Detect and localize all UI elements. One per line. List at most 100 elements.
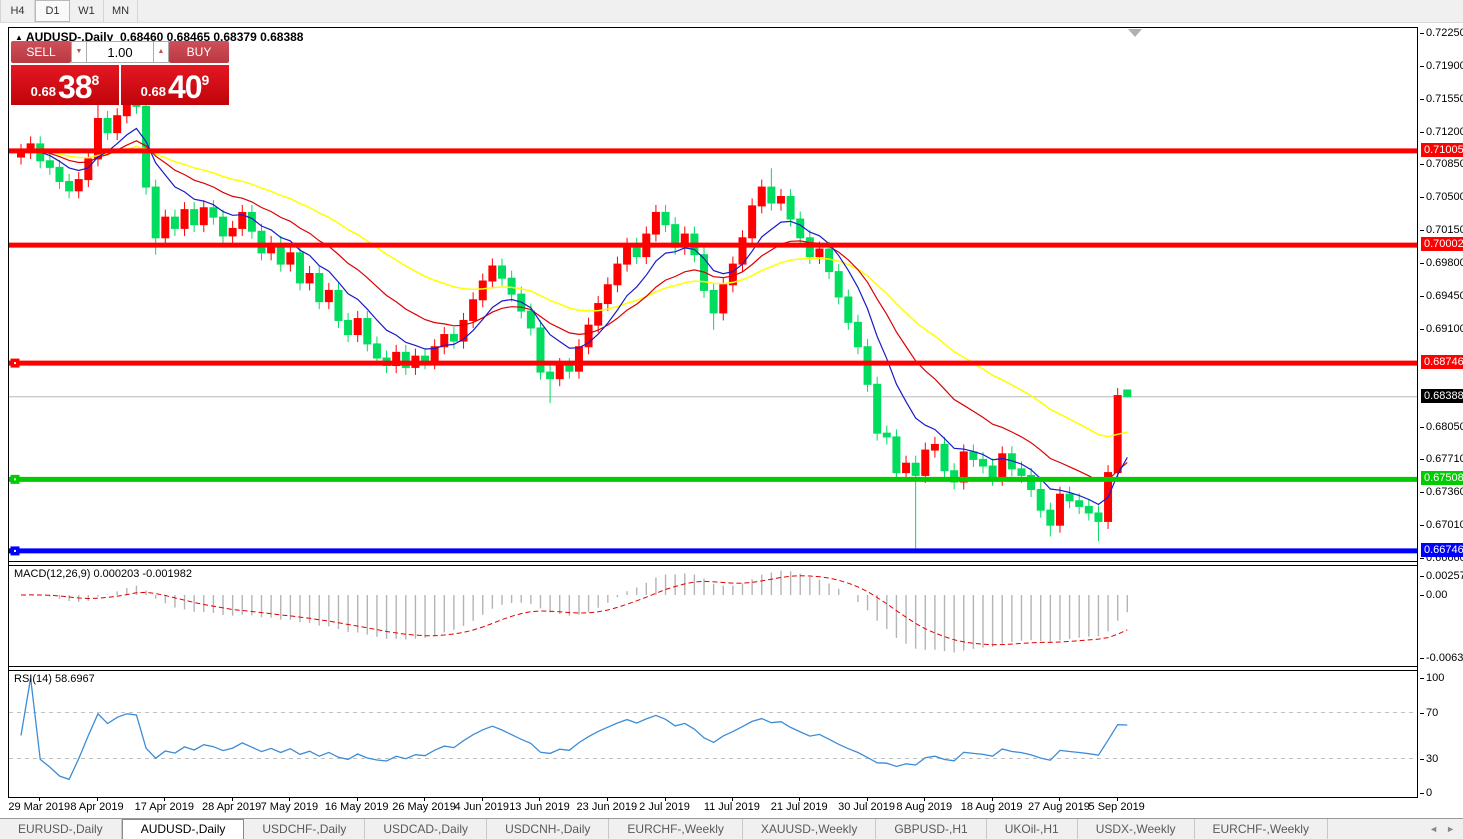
tab-scroll-arrows: ◄ ► bbox=[1421, 819, 1463, 839]
date-label-26-May-2019: 26 May 2019 bbox=[392, 801, 456, 813]
candlestick-chart[interactable] bbox=[9, 28, 1417, 561]
hline-price-label-0.70002: 0.70002 bbox=[1421, 237, 1463, 252]
panel-separator[interactable] bbox=[9, 667, 1417, 671]
sell-price-prefix: 0.68 bbox=[30, 84, 56, 99]
rsi-axis-0: 0 bbox=[1420, 787, 1432, 800]
hline-price-label-0.66746: 0.66746 bbox=[1421, 542, 1463, 557]
date-tick bbox=[664, 798, 666, 801]
macd-chart bbox=[20, 570, 1129, 653]
chart-tab-bar: EURUSD-,Daily AUDUSD-,Daily USDCHF-,Daily U… bbox=[0, 818, 1463, 839]
chart-tab-5[interactable]: EURCHF-,Weekly bbox=[609, 819, 743, 839]
price-tick-0.70150: 0.70150 bbox=[1420, 224, 1463, 237]
price-tick-0.71550: 0.71550 bbox=[1420, 93, 1463, 106]
ma-slow-yellow bbox=[20, 145, 1128, 438]
date-tick bbox=[924, 798, 926, 801]
hline-price-label-0.67508: 0.67508 bbox=[1421, 471, 1463, 486]
main-chart-panel[interactable]: ▲ AUDUSD-,Daily 0.68460 0.68465 0.68379 0… bbox=[9, 28, 1417, 562]
date-tick bbox=[289, 798, 291, 801]
macd-axis-max: 0.002574 bbox=[1420, 570, 1463, 583]
date-tick bbox=[481, 798, 483, 801]
date-tick bbox=[991, 798, 993, 801]
rsi-value: 58.6967 bbox=[54, 673, 95, 685]
timeframe-button-h4[interactable]: H4 bbox=[0, 0, 35, 22]
symbol-ohlc-line: ▲ AUDUSD-,Daily 0.68460 0.68465 0.68379 0… bbox=[15, 30, 303, 44]
macd-axis-min: -0.006326 bbox=[1420, 652, 1463, 665]
date-label-21-Jul-2019: 21 Jul 2019 bbox=[770, 801, 828, 813]
autoscroll-marker-icon[interactable] bbox=[1128, 29, 1142, 37]
volume-decrease-button[interactable]: ▼ bbox=[71, 41, 87, 63]
chart-tab-7[interactable]: GBPUSD-,H1 bbox=[876, 819, 987, 839]
date-label-11-Jul-2019: 11 Jul 2019 bbox=[703, 801, 760, 813]
buy-button[interactable]: BUY bbox=[169, 41, 229, 63]
chart-tab-4[interactable]: USDCNH-,Daily bbox=[487, 819, 610, 839]
volume-increase-button[interactable]: ▲ bbox=[153, 41, 169, 63]
symbol-name: AUDUSD-,Daily bbox=[25, 30, 114, 44]
panel-separator[interactable] bbox=[9, 562, 1417, 566]
rsi-label: RSI(14) 58.6967 bbox=[14, 673, 95, 685]
macd-histogram bbox=[29, 570, 1129, 653]
rsi-panel[interactable]: RSI(14) 58.6967 bbox=[9, 671, 1417, 797]
date-tick bbox=[356, 798, 358, 801]
date-label-16-May-2019: 16 May 2019 bbox=[324, 801, 389, 813]
price-tick-0.70500: 0.70500 bbox=[1420, 191, 1463, 204]
sell-button[interactable]: SELL bbox=[11, 41, 71, 63]
ma-fast-blue bbox=[20, 127, 1128, 506]
date-tick bbox=[424, 798, 426, 801]
price-tick-0.71200: 0.71200 bbox=[1420, 126, 1463, 139]
chart-tab-1[interactable]: AUDUSD-,Daily bbox=[121, 819, 245, 839]
timeframe-button-w1[interactable]: W1 bbox=[70, 0, 104, 22]
date-tick bbox=[39, 798, 41, 801]
price-tick-0.69800: 0.69800 bbox=[1420, 257, 1463, 270]
chart-tab-10[interactable]: EURCHF-,Weekly bbox=[1195, 819, 1328, 839]
tab-scroll-right-icon[interactable]: ► bbox=[1446, 824, 1455, 834]
date-label-17-Apr-2019: 17 Apr 2019 bbox=[134, 801, 194, 813]
chart-tab-9[interactable]: USDX-,Weekly bbox=[1078, 819, 1195, 839]
rsi-axis-100: 100 bbox=[1420, 672, 1444, 685]
macd-panel[interactable]: MACD(12,26,9) 0.000203 -0.001982 bbox=[9, 566, 1417, 667]
macd-axis-zero: 0.00 bbox=[1420, 589, 1447, 602]
date-label-8-Apr-2019: 8 Apr 2019 bbox=[70, 801, 124, 813]
price-tick-0.72250: 0.72250 bbox=[1420, 27, 1463, 40]
macd-signal-line bbox=[20, 575, 1128, 646]
current-price-label: 0.68388 bbox=[1421, 388, 1463, 403]
date-label-8-Aug-2019: 8 Aug 2019 bbox=[896, 801, 953, 813]
tab-scroll-left-icon[interactable]: ◄ bbox=[1429, 824, 1439, 834]
buy-price-box[interactable]: 0.68 40 9 bbox=[121, 65, 229, 105]
buy-price-sup: 9 bbox=[201, 72, 210, 88]
date-label-18-Aug-2019: 18 Aug 2019 bbox=[960, 801, 1023, 813]
chart-tab-0[interactable]: EURUSD-,Daily bbox=[0, 819, 122, 839]
chart-tab-6[interactable]: XAUUSD-,Weekly bbox=[743, 819, 877, 839]
hline-price-label-0.68746: 0.68746 bbox=[1421, 355, 1463, 370]
volume-input[interactable] bbox=[87, 42, 153, 62]
price-tick-0.67710: 0.67710 bbox=[1420, 453, 1463, 466]
sell-price-sup: 8 bbox=[91, 72, 100, 88]
date-tick bbox=[231, 798, 233, 801]
price-tick-0.70850: 0.70850 bbox=[1420, 158, 1463, 171]
price-tick-0.67010: 0.67010 bbox=[1420, 519, 1463, 532]
date-tick bbox=[96, 798, 98, 801]
date-tick bbox=[1058, 798, 1060, 801]
price-axis[interactable]: 0.72250 0.71900 0.71550 0.71200 0.70850 0.705… bbox=[1420, 27, 1463, 800]
date-tick bbox=[606, 798, 608, 801]
chart-tab-2[interactable]: USDCHF-,Daily bbox=[244, 819, 366, 839]
timeframe-button-mn[interactable]: MN bbox=[104, 0, 138, 22]
date-label-2-Jul-2019: 2 Jul 2019 bbox=[639, 801, 690, 813]
price-tick-0.69450: 0.69450 bbox=[1420, 290, 1463, 303]
date-label-27-Aug-2019: 27 Aug 2019 bbox=[1028, 801, 1090, 813]
chart-window: ▲ AUDUSD-,Daily 0.68460 0.68465 0.68379 0… bbox=[8, 27, 1418, 798]
hline-price-label-0.71005: 0.71005 bbox=[1421, 142, 1463, 157]
date-label-13-Jun-2019: 13 Jun 2019 bbox=[509, 801, 570, 813]
rsi-line bbox=[20, 677, 1128, 781]
timeframe-button-d1[interactable]: D1 bbox=[35, 0, 70, 22]
date-axis[interactable]: 29 Mar 2019 8 Apr 2019 17 Apr 2019 28 Apr 2… bbox=[8, 798, 1420, 816]
date-tick bbox=[799, 798, 801, 801]
date-label-30-Jul-2019: 30 Jul 2019 bbox=[838, 801, 895, 813]
chart-tab-3[interactable]: USDCAD-,Daily bbox=[365, 819, 488, 839]
chart-tab-8[interactable]: UKOil-,H1 bbox=[987, 819, 1078, 839]
sell-price-box[interactable]: 0.68 38 8 bbox=[11, 65, 119, 105]
rsi-chart bbox=[9, 677, 1417, 781]
date-label-7-May-2019: 7 May 2019 bbox=[260, 801, 319, 813]
date-label-5-Sep-2019: 5 Sep 2019 bbox=[1088, 801, 1145, 813]
